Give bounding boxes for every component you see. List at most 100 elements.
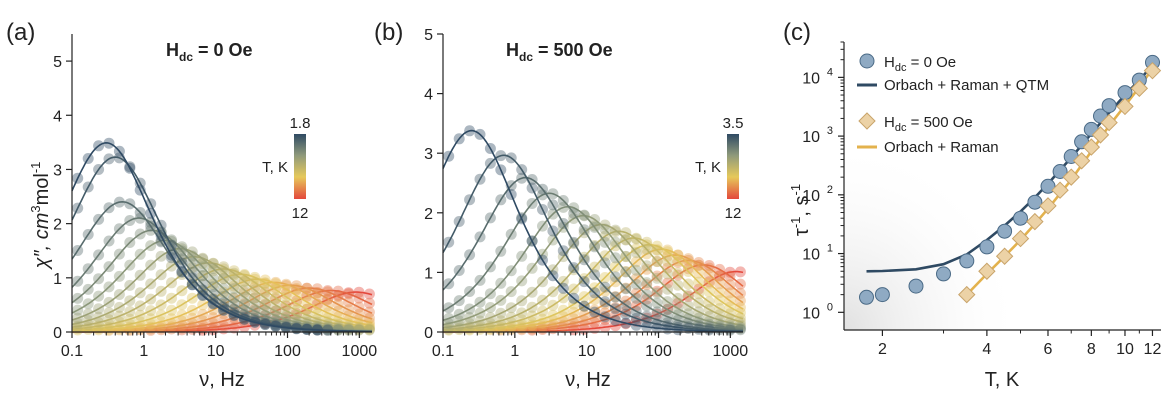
panel-c-diamond-point bbox=[1116, 97, 1134, 116]
panel-c-y-tick-exponent: 4 bbox=[827, 66, 833, 78]
panel-b-colorbar bbox=[727, 134, 739, 199]
panel-a-y-tick-label: 4 bbox=[53, 108, 62, 125]
panel-c-y-tick-label: 10 bbox=[802, 305, 820, 322]
panel-a-fit-curve bbox=[71, 278, 373, 332]
panel-c-circle-point bbox=[936, 266, 951, 282]
panel-b-xlabel: ν, Hz bbox=[565, 369, 611, 391]
panel-a-fit-curve bbox=[72, 284, 373, 333]
panel-a-fit-curve bbox=[71, 255, 373, 331]
panel-b-fit-curve bbox=[442, 129, 743, 333]
panel-b: (b) Hdc = 500 Oe ν, Hz 3.5 T, K 12 0.1 1 1… bbox=[374, 19, 748, 391]
panel-c-diamond-point bbox=[1143, 61, 1162, 80]
panel-b-fit-curve bbox=[442, 230, 744, 331]
panel-c-diamond-point bbox=[1026, 212, 1044, 231]
panel-b-series-4 bbox=[442, 201, 746, 335]
panel-b-condition: Hdc = 500 Oe bbox=[506, 40, 613, 64]
panel-c-diamond-point bbox=[1082, 138, 1101, 156]
panel-b-fit-curve bbox=[442, 205, 744, 330]
panel-b-x-tick-label: 1 bbox=[510, 343, 519, 360]
panel-c-diamond-point bbox=[1039, 197, 1057, 215]
panel-a-colorbar-title: T, K bbox=[262, 159, 288, 176]
legend-entry-3: Orbach + Raman bbox=[884, 139, 999, 156]
panel-b-fit-curve bbox=[442, 237, 744, 332]
panel-c-xlabel: T, K bbox=[985, 369, 1020, 391]
panel-c-circle-point bbox=[859, 289, 874, 305]
panel-a-fit-curve bbox=[71, 239, 373, 332]
panel-c-diamond-point bbox=[1100, 113, 1118, 132]
panel-b-series-9 bbox=[443, 239, 746, 336]
panel-a-series-14 bbox=[72, 282, 375, 336]
panel-c-diamond-point bbox=[1072, 152, 1091, 170]
panel-a-series-0 bbox=[71, 137, 373, 336]
panel-a-x-tick-label: 1000 bbox=[342, 343, 378, 360]
panel-c-y-tick-exponent: 2 bbox=[827, 184, 833, 196]
panel-a-x-tick-label: 0.1 bbox=[61, 343, 83, 360]
panel-a-y-tick-label: 3 bbox=[53, 162, 62, 179]
panel-b-fit-curve bbox=[442, 214, 744, 329]
panel-c-x-tick-label: 2 bbox=[878, 341, 887, 358]
panel-c-label: (c) bbox=[783, 19, 811, 46]
panel-a-x-tick-label: 1 bbox=[139, 343, 148, 360]
panel-b-fit-curve bbox=[442, 176, 744, 332]
panel-a-label: (a) bbox=[6, 19, 35, 46]
panel-c-x-tick-label: 4 bbox=[982, 341, 991, 358]
panel-c-x-tick-label: 12 bbox=[1144, 341, 1162, 358]
panel-a-fit-curve bbox=[71, 247, 372, 332]
panel-b-x-tick-label: 10 bbox=[578, 343, 596, 360]
panel-b-series-10 bbox=[443, 244, 746, 336]
panel-c-diamond-point bbox=[958, 285, 976, 304]
legend-entry-0: Hdc = 0 Oe bbox=[884, 54, 956, 74]
legend-entry-1: Orbach + Raman + QTM bbox=[884, 77, 1049, 94]
panel-c-y-tick-exponent: 0 bbox=[827, 301, 833, 313]
panel-c-circle-point bbox=[908, 278, 924, 294]
panel-b-fit-curve bbox=[443, 248, 744, 333]
panel-c-circle-point bbox=[1027, 194, 1043, 210]
panel-c: (c) τ-1, s-1 T, K Hdc = 0 Oe Orbach + Ra… bbox=[783, 19, 1161, 391]
panel-b-x-tick-label: 1000 bbox=[713, 343, 749, 360]
panel-a-colorbar-bottom: 12 bbox=[292, 205, 309, 222]
panel-a-y-tick-label: 2 bbox=[53, 217, 62, 234]
panel-c-diamond-point bbox=[978, 262, 996, 280]
panel-c-series-0 bbox=[859, 54, 1160, 305]
panel-a-fit-curve bbox=[72, 273, 373, 331]
panel-c-diamond-point bbox=[1091, 126, 1110, 144]
panel-c-diamond-point bbox=[1130, 79, 1149, 98]
panel-c-circle-point bbox=[1117, 85, 1133, 101]
panel-a-xlabel: ν, Hz bbox=[199, 369, 245, 391]
panel-c-y-tick-exponent: 3 bbox=[827, 125, 833, 137]
panel-b-y-tick-label: 1 bbox=[424, 265, 433, 282]
panel-c-y-tick-exponent: 1 bbox=[827, 243, 833, 255]
panel-c-circle-point bbox=[874, 287, 890, 303]
panel-a-fit-curve bbox=[71, 268, 373, 330]
panel-b-series-6 bbox=[442, 219, 746, 333]
legend-marker-circle bbox=[859, 53, 875, 69]
panel-b-y-tick-label: 0 bbox=[424, 325, 433, 342]
panel-b-y-tick-label: 4 bbox=[424, 87, 433, 104]
panel-c-ylabel: τ-1, s-1 bbox=[788, 184, 813, 236]
panel-b-series-7 bbox=[442, 226, 746, 335]
panel-b-y-tick-label: 3 bbox=[424, 146, 433, 163]
panel-c-diamond-point bbox=[1062, 168, 1080, 186]
panel-c-circle-point bbox=[1040, 178, 1056, 194]
panel-c-circle-point bbox=[1052, 164, 1068, 179]
panel-b-y-tick-label: 5 bbox=[424, 27, 433, 44]
panel-a-colorbar bbox=[294, 134, 306, 199]
panel-b-series-1 bbox=[442, 150, 744, 336]
panel-c-fit-line-0 bbox=[866, 64, 1154, 273]
panel-c-circle-point bbox=[997, 223, 1013, 239]
panel-c-circle-point bbox=[1013, 210, 1028, 226]
panel-a-y-tick-label: 1 bbox=[53, 271, 62, 288]
panel-b-fit-curve bbox=[443, 243, 744, 332]
panel-c-circle-point bbox=[1101, 98, 1117, 114]
panel-a: (a) Hdc = 0 Oe χ″, cm3mol-1 ν, Hz 1.8 T,… bbox=[6, 19, 377, 391]
panel-a-series-6 bbox=[71, 243, 372, 336]
panel-b-colorbar-top: 3.5 bbox=[723, 115, 744, 132]
panel-a-series-10 bbox=[72, 269, 375, 336]
panel-c-x-tick-label: 10 bbox=[1116, 341, 1134, 358]
panel-a-y-tick-label: 5 bbox=[53, 54, 62, 71]
panel-a-x-tick-label: 100 bbox=[274, 343, 301, 360]
panel-c-circle-point bbox=[979, 239, 995, 255]
panel-b-y-tick-label: 2 bbox=[424, 206, 433, 223]
panel-c-x-tick-label: 8 bbox=[1087, 341, 1096, 358]
